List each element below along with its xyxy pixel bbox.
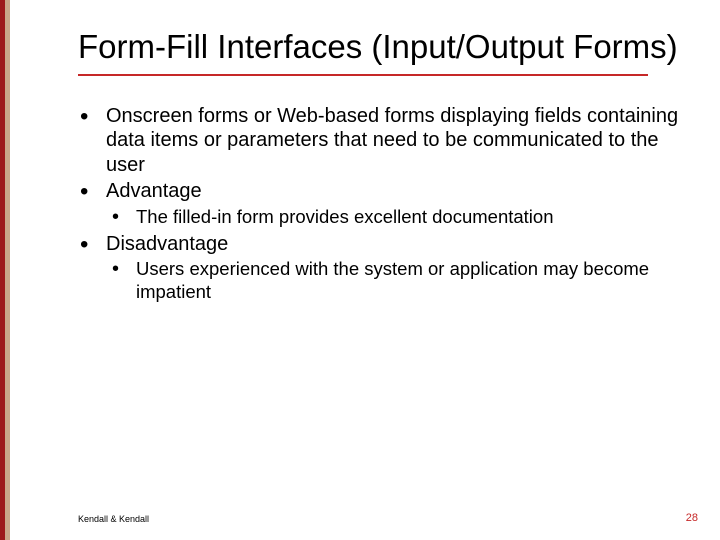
sub-bullet-text: The filled-in form provides excellent do… bbox=[136, 206, 554, 227]
bullet-item: Onscreen forms or Web-based forms displa… bbox=[106, 104, 692, 177]
left-accent-stripes bbox=[0, 0, 20, 540]
bullet-text: Disadvantage bbox=[106, 233, 228, 255]
bullet-item: Advantage The filled-in form provides ex… bbox=[106, 179, 692, 228]
sub-bullet-list: The filled-in form provides excellent do… bbox=[106, 206, 692, 229]
bullet-item: Disadvantage Users experienced with the … bbox=[106, 232, 692, 304]
bullet-text: Advantage bbox=[106, 180, 202, 202]
title-underline bbox=[78, 74, 648, 76]
sub-bullet-list: Users experienced with the system or app… bbox=[106, 258, 692, 303]
footer-page-number: 28 bbox=[686, 512, 698, 524]
sub-bullet-item: The filled-in form provides excellent do… bbox=[136, 206, 692, 229]
bullet-text: Onscreen forms or Web-based forms displa… bbox=[106, 105, 678, 176]
footer-author: Kendall & Kendall bbox=[78, 514, 149, 524]
accent-stripe-white bbox=[10, 0, 20, 540]
slide-title: Form-Fill Interfaces (Input/Output Forms… bbox=[78, 28, 692, 66]
sub-bullet-text: Users experienced with the system or app… bbox=[136, 258, 649, 302]
bullet-list: Onscreen forms or Web-based forms displa… bbox=[78, 104, 692, 304]
sub-bullet-item: Users experienced with the system or app… bbox=[136, 258, 692, 303]
slide-content: Form-Fill Interfaces (Input/Output Forms… bbox=[78, 28, 692, 308]
